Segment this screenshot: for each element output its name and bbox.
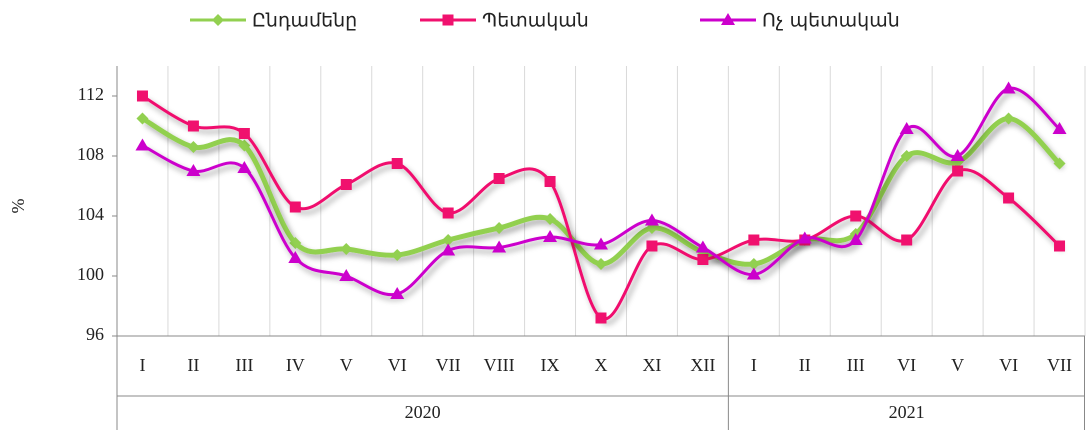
marker [492,240,507,253]
x-tick-label: III [235,355,253,375]
marker [391,158,403,169]
marker [1001,81,1016,94]
y-tick-label: 108 [77,144,104,164]
x-tick-label: IX [541,355,560,375]
y-tick-label: 104 [77,204,104,224]
group-label: 2021 [889,402,925,422]
x-tick-label: XII [690,355,715,375]
marker [746,267,761,280]
marker [1003,192,1015,204]
marker [646,240,658,252]
legend-label: Ընդամենը [252,10,357,32]
marker [340,243,353,255]
marker [391,249,404,261]
marker [238,128,250,139]
marker [1053,157,1066,170]
marker [594,237,608,250]
marker [135,138,150,151]
x-tick-label: III [847,355,865,375]
x-tick-label: VI [999,355,1018,375]
marker [900,150,913,162]
marker [543,230,558,242]
marker [1052,122,1067,134]
marker [136,90,148,102]
legend-label: Ոչ պետական [762,10,900,32]
x-tick-label: VIII [484,355,515,375]
marker [1054,240,1066,252]
marker [289,237,302,249]
x-tick-label: II [187,355,199,375]
legend-marker [721,13,735,25]
marker [493,173,505,184]
y-tick-label: 100 [77,264,104,284]
marker [187,120,199,132]
marker [850,210,862,222]
y-tick-label: 96 [86,324,104,344]
marker [390,287,405,299]
marker [441,243,456,256]
marker [952,165,964,177]
marker [544,176,556,187]
marker [848,233,863,245]
x-tick-label: XI [642,355,661,375]
legend-marker [212,14,224,26]
x-tick-label: II [799,355,811,375]
marker [340,179,352,190]
x-tick-label: I [751,355,757,375]
y-axis-label: % [8,199,28,214]
marker [595,258,607,270]
x-tick-label: I [139,355,145,375]
marker [797,231,812,244]
marker [899,122,914,134]
y-tick-label: 112 [78,84,104,104]
marker [238,139,251,152]
x-tick-label: VII [436,355,461,375]
marker [493,222,506,234]
group-label: 2020 [405,402,441,422]
marker [237,161,252,173]
marker [697,254,709,265]
marker [289,201,301,213]
marker [442,207,454,219]
legend-label: Պետական [482,10,589,32]
x-tick-label: VI [388,355,407,375]
marker [442,234,455,246]
x-tick-label: X [595,355,608,375]
marker [644,213,659,226]
marker [595,312,607,324]
marker [695,240,710,253]
marker [901,234,913,246]
marker [136,112,149,125]
marker [187,141,200,153]
legend-marker [442,14,454,26]
x-tick-label: IV [286,355,305,375]
marker [339,269,354,281]
marker [544,213,557,225]
marker [748,234,760,246]
marker [1002,112,1015,125]
marker [950,149,965,161]
x-tick-label: VI [897,355,916,375]
marker [186,164,201,176]
x-tick-label: VII [1047,355,1072,375]
marker [747,258,760,270]
x-tick-label: V [951,355,964,375]
marker [288,251,303,263]
x-tick-label: V [340,355,353,375]
